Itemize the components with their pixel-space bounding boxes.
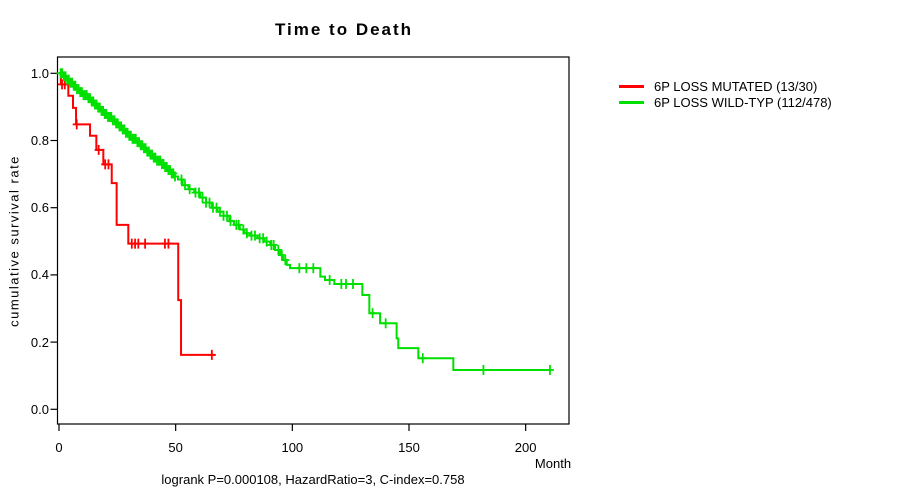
y-tick-label: 0.6 bbox=[30, 200, 49, 216]
y-axis-label: cumulative survival rate bbox=[6, 155, 22, 327]
plot-frame bbox=[56, 56, 570, 425]
chart-title: Time to Death bbox=[274, 20, 414, 39]
y-tick-label: 0.2 bbox=[30, 334, 49, 350]
legend-line-swatch bbox=[619, 100, 644, 104]
legend: 6P LOSS MUTATED (13/30) 6P LOSS WILD-TYP … bbox=[619, 78, 832, 110]
legend-item: 6P LOSS WILD-TYP (112/478) bbox=[619, 94, 832, 110]
x-tick-label: 200 bbox=[514, 440, 537, 455]
x-tick-label: 50 bbox=[168, 440, 183, 455]
x-tick-label: 0 bbox=[55, 440, 63, 455]
x-axis-label: Month bbox=[534, 456, 572, 471]
y-tick-label: 1.0 bbox=[30, 65, 49, 81]
legend-line-swatch bbox=[619, 84, 644, 88]
x-tick-label: 150 bbox=[398, 440, 420, 455]
legend-label: 6P LOSS MUTATED (13/30) bbox=[654, 78, 818, 94]
y-tick-label: 0.8 bbox=[30, 133, 49, 148]
survival-curve-wild-typ bbox=[59, 72, 552, 371]
stats-annotation: logrank P=0.000108, HazardRatio=3, C-ind… bbox=[161, 472, 465, 487]
legend-item: 6P LOSS MUTATED (13/30) bbox=[619, 78, 832, 94]
x-tick-label: 100 bbox=[281, 440, 304, 455]
y-tick-label: 0.0 bbox=[30, 401, 49, 417]
legend-label: 6P LOSS WILD-TYP (112/478) bbox=[654, 94, 832, 110]
y-tick-label: 0.4 bbox=[30, 267, 49, 283]
survival-curve-mutated bbox=[59, 72, 216, 356]
